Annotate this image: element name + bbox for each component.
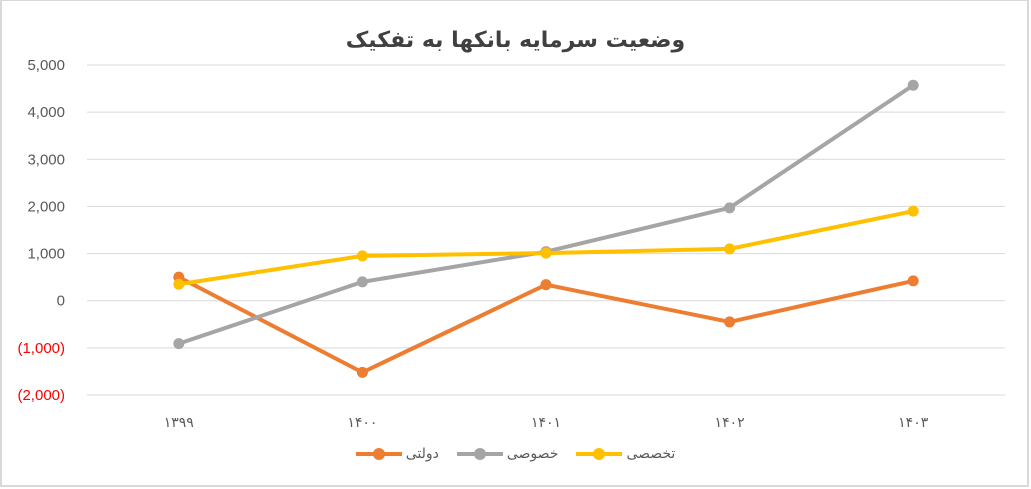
x-tick-label: ۱۴۰۳ (898, 415, 929, 431)
data-point-marker[interactable] (907, 205, 919, 217)
y-tick-label: 2,000 (27, 198, 65, 215)
legend-label: خصوصی (506, 446, 559, 462)
legend-item-takhassosi[interactable]: تخصصی (576, 446, 675, 462)
x-tick-label: ۱۴۰۱ (531, 415, 561, 431)
legend-marker-icon (355, 447, 402, 461)
legend-marker-icon (456, 447, 503, 461)
data-point-marker[interactable] (907, 79, 919, 91)
y-tick-label: 3,000 (27, 151, 65, 168)
series-line (176, 275, 916, 375)
legend-label: تخصصی (626, 446, 676, 462)
data-point-marker[interactable] (356, 276, 368, 288)
data-point-marker[interactable] (356, 366, 368, 378)
data-point-marker[interactable] (356, 250, 368, 262)
legend-item-khosusi[interactable]: خصوصی (456, 446, 559, 462)
x-tick-label: ۱۴۰۲ (715, 415, 745, 431)
data-point-marker[interactable] (540, 247, 552, 259)
y-tick-label: 4,000 (27, 104, 65, 121)
x-tick-label: ۱۴۰۰ (347, 415, 377, 431)
y-tick-label: (1,000) (17, 340, 65, 357)
legend: تخصصی خصوصی دولتی (0, 446, 1031, 462)
data-point-marker[interactable] (724, 243, 736, 255)
y-tick-label: 1,000 (27, 246, 65, 263)
y-tick-label: 0 (57, 293, 65, 310)
data-point-marker[interactable] (907, 275, 919, 287)
legend-label: دولتی (405, 446, 439, 462)
data-point-marker[interactable] (173, 278, 185, 290)
y-tick-label: 5,000 (27, 57, 65, 74)
data-point-marker[interactable] (724, 202, 736, 214)
data-point-marker[interactable] (540, 279, 552, 291)
x-tick-label: ۱۳۹۹ (164, 415, 194, 431)
chart-title: وضعیت سرمایه بانکها به تفکیک (345, 28, 686, 53)
y-tick-label: (2,000) (17, 387, 65, 404)
data-point-marker[interactable] (724, 316, 736, 328)
legend-marker-icon (576, 447, 623, 461)
legend-item-dolati[interactable]: دولتی (355, 446, 439, 462)
data-point-marker[interactable] (173, 338, 185, 350)
